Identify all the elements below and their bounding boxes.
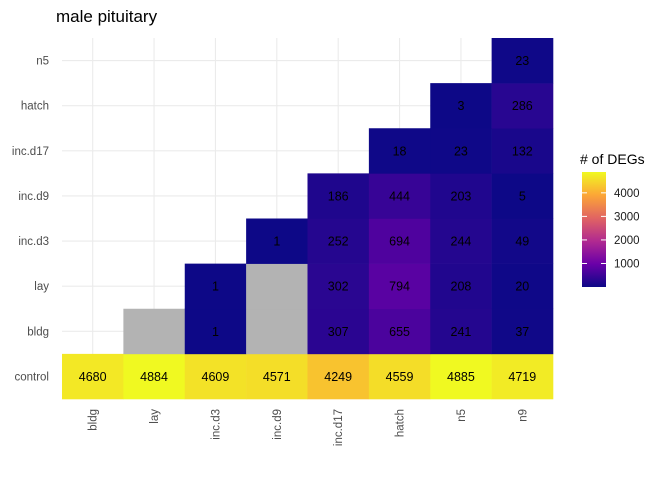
cell-inc-d17-inc-d9 bbox=[307, 173, 370, 219]
cell-inc-d3-lay bbox=[184, 263, 247, 310]
cell-hatch-inc-d9 bbox=[368, 173, 431, 219]
y-tick-n5: n5 bbox=[36, 56, 49, 68]
cell-label-inc-d17-inc-d9: 186 bbox=[328, 189, 349, 203]
x-tick-hatch: hatch bbox=[395, 409, 407, 437]
cell-n9-control bbox=[491, 353, 554, 400]
cell-label-n5-bldg: 241 bbox=[451, 325, 472, 339]
cell-n5-bldg bbox=[430, 308, 492, 355]
cell-inc-d9-bldg bbox=[246, 308, 308, 355]
cell-n5-inc-d17 bbox=[430, 128, 492, 174]
cell-n9-n5 bbox=[491, 38, 554, 84]
cell-n9-inc-d3 bbox=[491, 218, 554, 264]
cell-n5-inc-d9 bbox=[430, 173, 492, 219]
cell-hatch-bldg bbox=[368, 308, 431, 355]
cell-label-n9-inc-d9: 5 bbox=[519, 189, 526, 203]
cell-inc-d17-inc-d3 bbox=[307, 218, 370, 264]
heatmap-cells bbox=[62, 38, 554, 400]
cell-n5-hatch bbox=[430, 83, 492, 129]
cell-n9-lay bbox=[491, 263, 554, 310]
cell-lay-control bbox=[123, 353, 186, 400]
y-tick-inc-d17: inc.d17 bbox=[12, 146, 49, 158]
cell-n5-inc-d3 bbox=[430, 218, 492, 264]
legend-tick-label-4000: 4000 bbox=[614, 188, 640, 200]
cell-label-inc-d3-lay: 1 bbox=[212, 280, 219, 294]
y-tick-inc-d3: inc.d3 bbox=[18, 236, 49, 248]
cell-hatch-inc-d3 bbox=[368, 218, 431, 264]
cell-label-inc-d17-bldg: 307 bbox=[328, 325, 349, 339]
cell-label-n9-n5: 23 bbox=[515, 54, 529, 68]
cell-label-inc-d17-inc-d3: 252 bbox=[328, 235, 349, 249]
cell-label-hatch-inc-d9: 444 bbox=[389, 189, 410, 203]
cell-label-n9-inc-d17: 132 bbox=[512, 144, 533, 158]
cell-inc-d3-control bbox=[184, 353, 247, 400]
cell-inc-d17-bldg bbox=[307, 308, 370, 355]
cell-label-hatch-control: 4559 bbox=[386, 370, 414, 384]
cell-label-inc-d3-bldg: 1 bbox=[212, 325, 219, 339]
cell-inc-d9-control bbox=[246, 353, 308, 400]
cell-n9-hatch bbox=[491, 83, 554, 129]
x-axis-ticks: bldg lay inc.d3 inc.d9 inc.d17 hatch n5 n9 bbox=[88, 409, 530, 446]
cell-label-lay-control: 4884 bbox=[140, 370, 168, 384]
cell-label-bldg-control: 4680 bbox=[79, 370, 107, 384]
cell-n9-inc-d9 bbox=[491, 173, 554, 219]
cell-label-n5-control: 4885 bbox=[447, 370, 475, 384]
cell-n5-control bbox=[430, 353, 492, 400]
x-tick-inc-d3: inc.d3 bbox=[210, 409, 222, 440]
cell-n5-lay bbox=[430, 263, 492, 310]
cell-label-n9-inc-d3: 49 bbox=[515, 235, 529, 249]
y-tick-bldg: bldg bbox=[27, 326, 49, 338]
cell-n9-inc-d17 bbox=[491, 128, 554, 174]
cell-label-hatch-inc-d3: 694 bbox=[389, 235, 410, 249]
cell-label-n9-control: 4719 bbox=[508, 370, 536, 384]
cell-inc-d9-inc-d3 bbox=[246, 218, 308, 264]
y-tick-control: control bbox=[14, 371, 49, 383]
y-tick-hatch: hatch bbox=[21, 101, 49, 113]
cell-lay-bldg bbox=[123, 308, 186, 355]
chart-title: male pituitary bbox=[56, 7, 158, 26]
cell-label-inc-d9-inc-d3: 1 bbox=[273, 235, 280, 249]
x-tick-n5: n5 bbox=[456, 409, 468, 422]
cell-hatch-inc-d17 bbox=[368, 128, 431, 174]
legend-colorbar bbox=[582, 172, 606, 287]
cell-labels: 4680 4884 4609 4571 4249 4559 4885 4719 1 307 655 2… bbox=[79, 54, 536, 384]
cell-label-hatch-inc-d17: 18 bbox=[393, 144, 407, 158]
legend-title: # of DEGs bbox=[580, 151, 645, 167]
x-tick-inc-d9: inc.d9 bbox=[272, 409, 284, 440]
x-tick-bldg: bldg bbox=[88, 409, 100, 431]
x-tick-n9: n9 bbox=[517, 409, 529, 422]
cell-label-n5-lay: 208 bbox=[451, 280, 472, 294]
cell-n9-bldg bbox=[491, 308, 554, 355]
cell-hatch-lay bbox=[368, 263, 431, 310]
cell-label-inc-d17-lay: 302 bbox=[328, 280, 349, 294]
x-tick-lay: lay bbox=[149, 409, 161, 424]
y-tick-lay: lay bbox=[34, 281, 49, 293]
cell-inc-d3-bldg bbox=[184, 308, 247, 355]
legend-tick-label-3000: 3000 bbox=[614, 211, 640, 223]
cell-label-hatch-lay: 794 bbox=[389, 280, 410, 294]
color-legend: # of DEGs 1000 2000 3000 4000 bbox=[580, 151, 645, 287]
cell-label-inc-d9-control: 4571 bbox=[263, 370, 291, 384]
cell-inc-d17-lay bbox=[307, 263, 370, 310]
cell-label-inc-d3-control: 4609 bbox=[202, 370, 230, 384]
cell-label-n5-inc-d9: 203 bbox=[451, 189, 472, 203]
cell-label-inc-d17-control: 4249 bbox=[324, 370, 352, 384]
legend-ticks: 1000 2000 3000 4000 bbox=[582, 188, 640, 270]
cell-inc-d9-lay bbox=[246, 263, 308, 310]
legend-tick-label-2000: 2000 bbox=[614, 235, 640, 247]
cell-label-n9-bldg: 37 bbox=[515, 325, 529, 339]
cell-inc-d17-control bbox=[307, 353, 370, 400]
cell-hatch-control bbox=[368, 353, 431, 400]
y-tick-inc-d9: inc.d9 bbox=[18, 191, 49, 203]
legend-tick-label-1000: 1000 bbox=[614, 258, 640, 270]
cell-label-n5-inc-d17: 23 bbox=[454, 144, 468, 158]
cell-label-n5-inc-d3: 244 bbox=[451, 235, 472, 249]
cell-label-hatch-bldg: 655 bbox=[389, 325, 410, 339]
cell-label-n9-hatch: 286 bbox=[512, 99, 533, 113]
y-axis-ticks: control bldg lay inc.d3 inc.d9 inc.d17 hatch n5 bbox=[12, 56, 49, 384]
cell-bldg-control bbox=[62, 353, 124, 400]
x-tick-inc-d17: inc.d17 bbox=[333, 409, 345, 446]
cell-label-n9-lay: 20 bbox=[515, 280, 529, 294]
cell-label-n5-hatch: 3 bbox=[457, 99, 464, 113]
